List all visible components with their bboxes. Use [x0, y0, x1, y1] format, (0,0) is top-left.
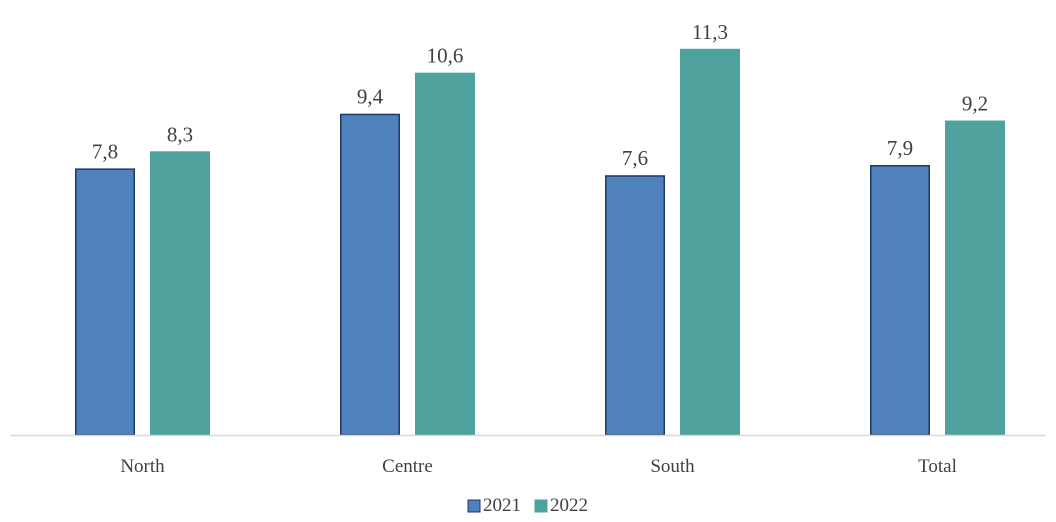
legend-swatch-2022 [534, 499, 548, 513]
data-label-north-2022: 8,3 [167, 122, 193, 146]
bar-centre-2022 [415, 72, 475, 436]
data-label-north-2021: 7,8 [92, 139, 118, 163]
bar-south-2022 [680, 48, 740, 436]
bars-layer [75, 48, 1005, 436]
legend: 2021 2022 [467, 495, 588, 516]
bar-north-2021 [75, 168, 135, 436]
category-label-total: Total [918, 456, 957, 477]
category-labels-layer: North Centre South Total [120, 456, 957, 477]
bar-total-2022 [945, 120, 1005, 436]
bar-north-2022 [150, 151, 210, 436]
legend-swatch-2021 [467, 499, 481, 513]
data-label-total-2021: 7,9 [887, 136, 913, 160]
bar-south-2021 [605, 175, 665, 436]
data-label-centre-2021: 9,4 [357, 85, 384, 109]
bar-centre-2021 [340, 113, 400, 436]
category-label-south: South [650, 456, 695, 477]
legend-label-2021: 2021 [483, 495, 521, 516]
category-label-centre: Centre [382, 456, 433, 477]
data-label-south-2021: 7,6 [622, 146, 648, 170]
data-labels-layer: 7,8 8,3 9,4 10,6 7,6 11,3 7,9 9,2 [92, 20, 988, 170]
category-label-north: North [120, 456, 165, 477]
data-label-centre-2022: 10,6 [427, 44, 464, 68]
data-label-total-2022: 9,2 [962, 92, 988, 116]
data-label-south-2022: 11,3 [692, 20, 728, 44]
bar-total-2021 [870, 164, 930, 436]
legend-label-2022: 2022 [550, 495, 588, 516]
